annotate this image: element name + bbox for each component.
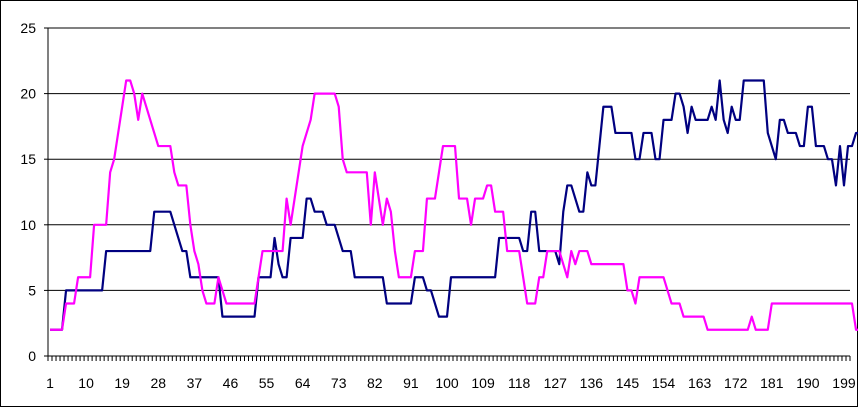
x-tick-label: 37: [187, 375, 203, 391]
series-line-2: [50, 79, 858, 331]
x-tick-label: 55: [259, 375, 275, 391]
x-tick-label: 100: [435, 375, 459, 391]
axes: [44, 27, 851, 361]
y-tick-label: 20: [20, 86, 36, 102]
series-line-1: [50, 79, 858, 331]
x-tick-label: 190: [796, 375, 820, 391]
y-tick-label: 25: [20, 20, 36, 36]
gridlines: [48, 27, 850, 291]
series-lines: [50, 79, 858, 331]
x-tick-label: 64: [295, 375, 311, 391]
x-tick-label: 82: [367, 375, 383, 391]
x-tick-label: 181: [760, 375, 784, 391]
x-tick-label: 199: [832, 375, 856, 391]
x-tick-label: 145: [616, 375, 640, 391]
x-tick-label: 46: [223, 375, 239, 391]
x-tick-label: 136: [580, 375, 604, 391]
x-tick-label: 118: [508, 375, 531, 391]
x-tick-label: 172: [724, 375, 748, 391]
y-tick-label: 10: [20, 217, 36, 233]
x-tick-label: 109: [471, 375, 495, 391]
x-tick-label: 10: [78, 375, 94, 391]
x-tick-label: 91: [403, 375, 419, 391]
x-tick-label: 28: [150, 375, 166, 391]
tick-labels: 0 5 10 15 20 25 1 10 19 28 37 46 55 64 73 82 91 100 109 118…: [20, 20, 855, 391]
x-tick-label: 19: [114, 375, 130, 391]
x-tick-label: 1: [46, 375, 54, 391]
x-tick-label: 73: [331, 375, 347, 391]
y-tick-label: 15: [20, 151, 36, 167]
y-tick-label: 0: [28, 348, 36, 364]
y-tick-label: 5: [28, 282, 36, 298]
x-tick-label: 163: [688, 375, 712, 391]
x-tick-label: 154: [652, 375, 676, 391]
x-tick-label: 127: [544, 375, 568, 391]
